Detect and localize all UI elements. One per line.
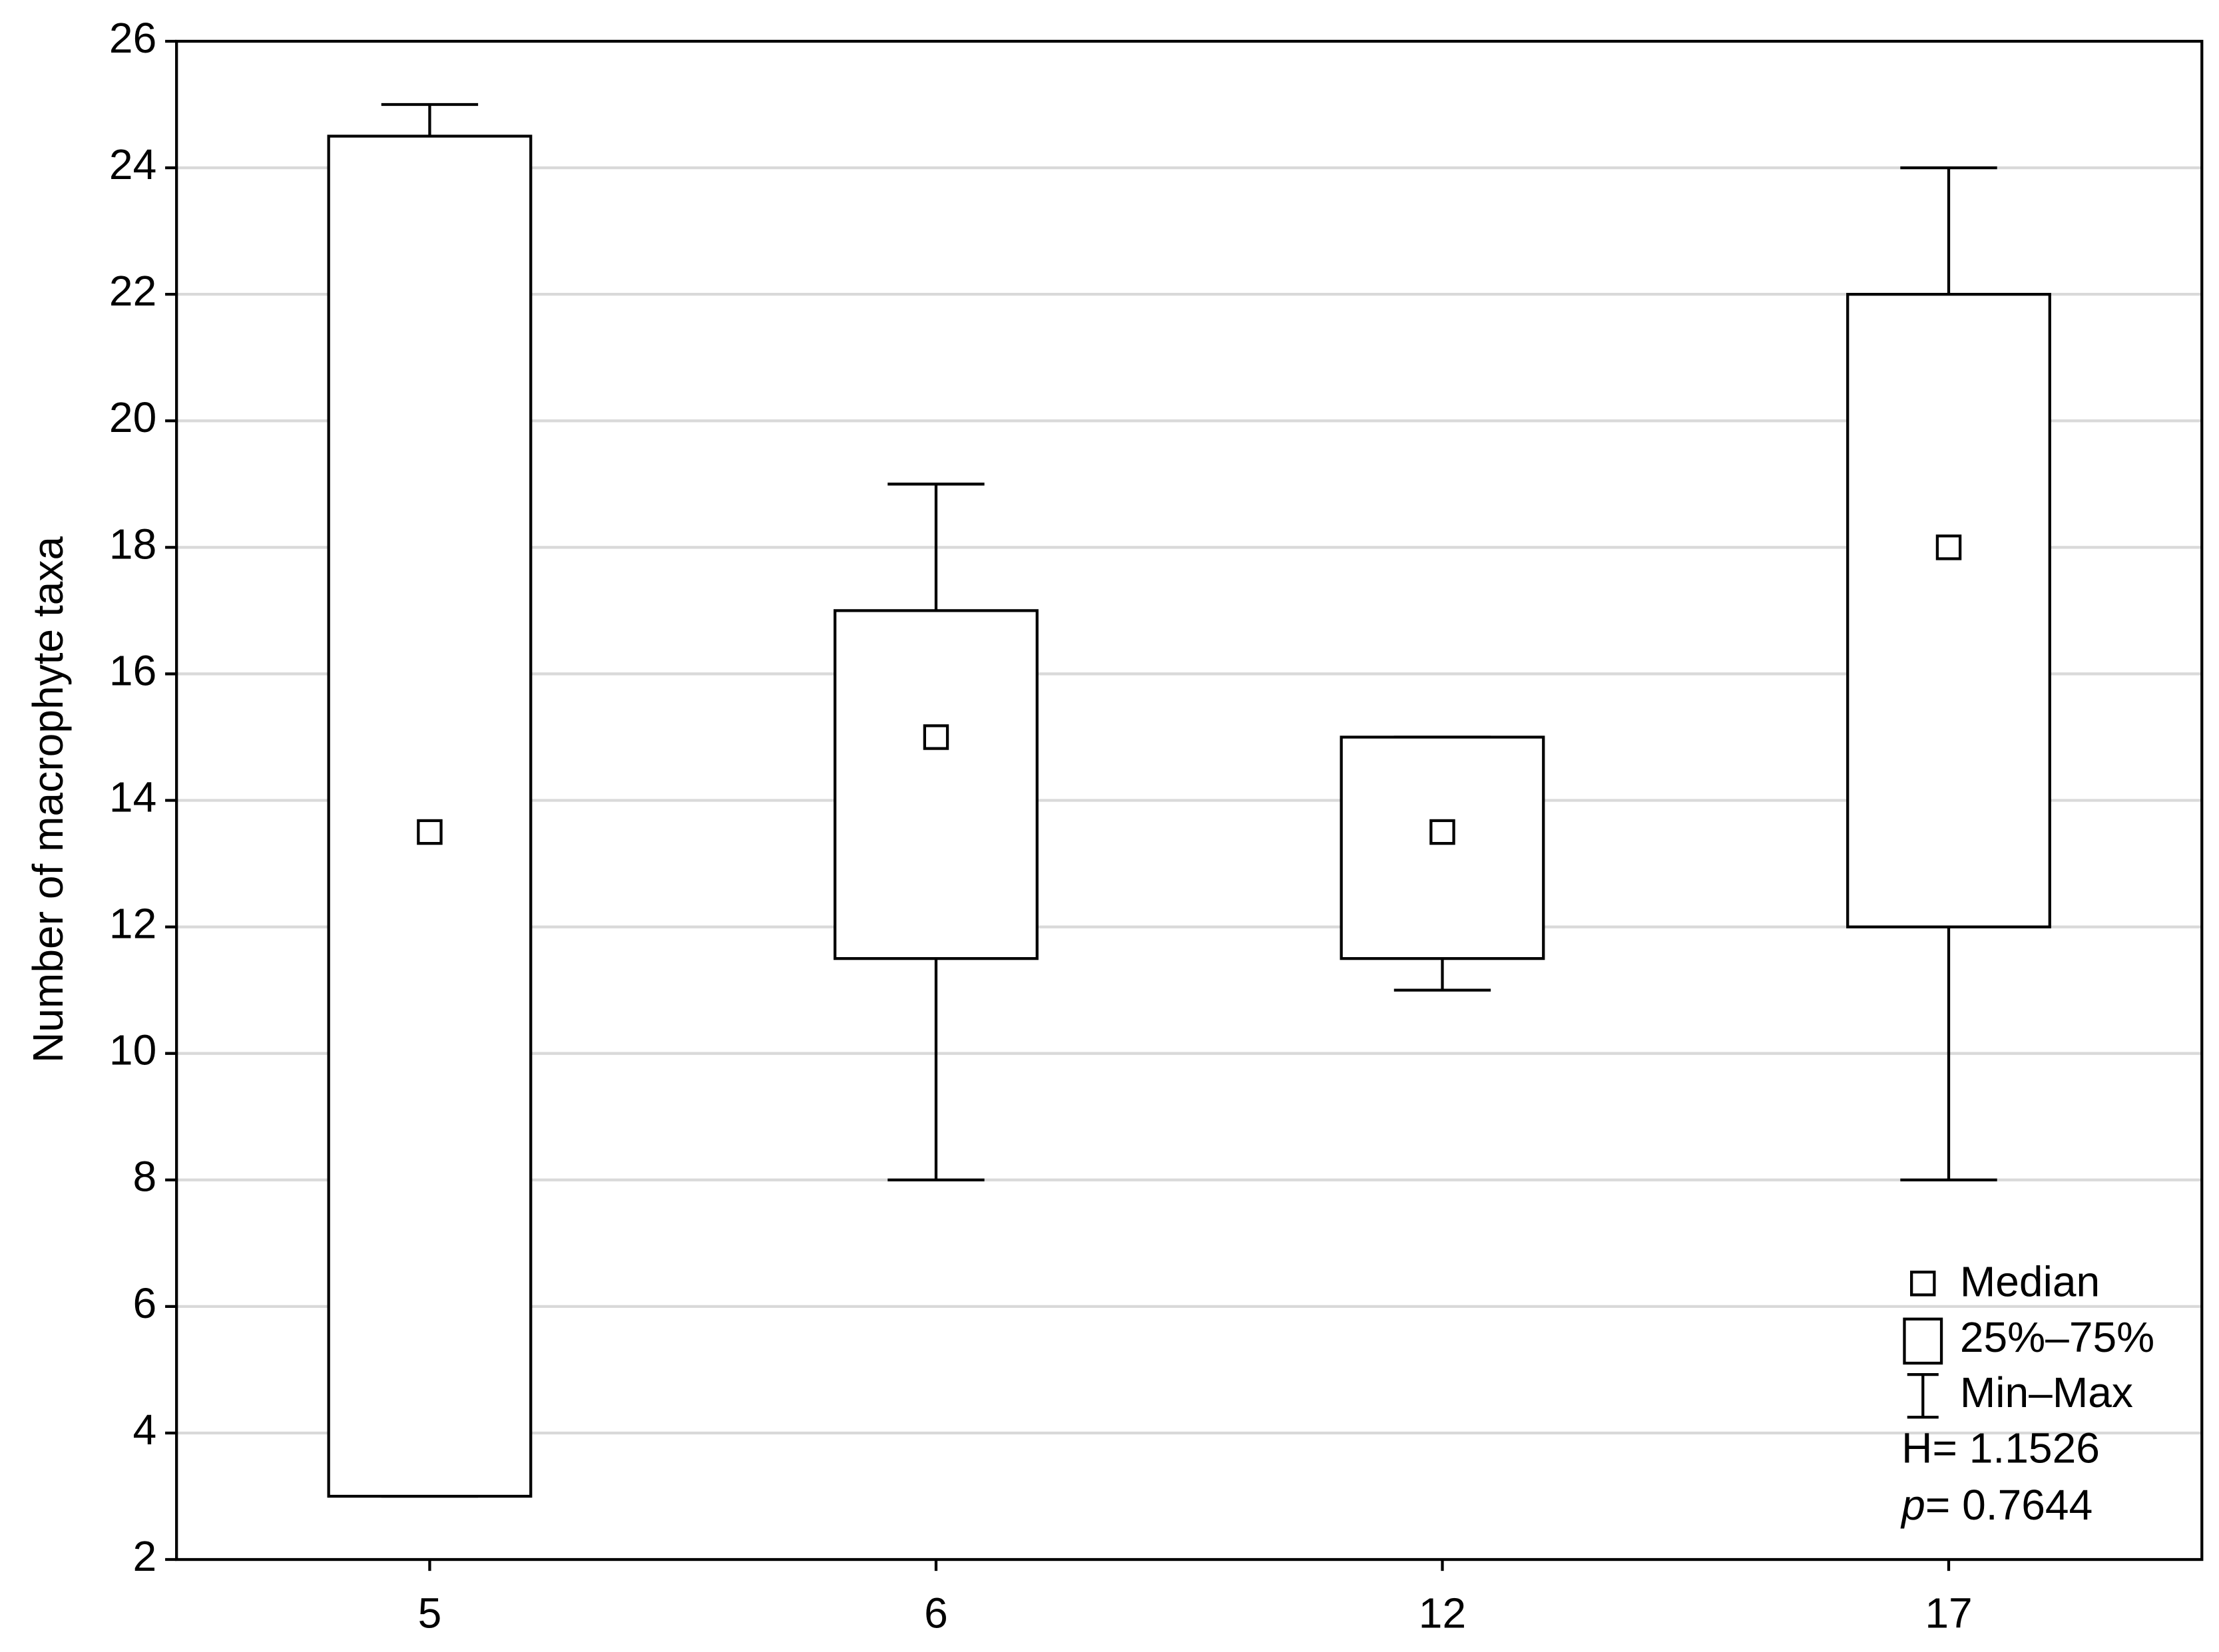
median-marker [923, 724, 949, 750]
y-tick-label: 4 [133, 1406, 157, 1454]
stat-p: p= 0.7644 [1900, 1481, 2093, 1529]
median-marker [417, 819, 443, 845]
plot-frame [175, 39, 2204, 1561]
y-tick-label: 6 [133, 1279, 157, 1327]
legend-box-icon [1903, 1317, 1943, 1365]
box [834, 609, 1039, 960]
legend: Median 25%–75% Min–Max H= 1.1526 p= 0.76… [1900, 1257, 2154, 1529]
y-tick-label: 20 [109, 393, 156, 441]
stat-p-value: = 0.7644 [1925, 1481, 2093, 1529]
y-tick-label: 2 [133, 1532, 157, 1580]
y-tick-label: 24 [109, 140, 156, 188]
box [1340, 735, 1545, 960]
y-tick-label: 8 [133, 1153, 157, 1201]
y-axis-label: Number of macrophyte taxa [24, 536, 72, 1064]
legend-median-icon [1910, 1271, 1936, 1297]
y-tick-label: 26 [109, 14, 156, 62]
box [327, 134, 533, 1498]
y-tick-label: 18 [109, 520, 156, 568]
x-tick-label: 6 [924, 1589, 948, 1637]
legend-label: Median [1960, 1257, 2100, 1305]
box [1846, 293, 2051, 929]
stat-h: H= 1.1526 [1901, 1424, 2100, 1472]
x-tick-label: 12 [1419, 1589, 1466, 1637]
y-tick-label: 16 [109, 646, 156, 694]
x-tick-label: 5 [418, 1589, 442, 1637]
legend-label: 25%–75% [1960, 1313, 2154, 1361]
stat-p-symbol: p [1900, 1481, 1925, 1529]
y-tick-label: 22 [109, 267, 156, 315]
x-tick-label: 17 [1925, 1589, 1972, 1637]
legend-label: Min–Max [1960, 1368, 2133, 1416]
y-tick-label: 10 [109, 1026, 156, 1074]
median-marker [1429, 819, 1455, 845]
y-tick-label: 12 [109, 900, 156, 948]
y-tick-label: 14 [109, 773, 156, 821]
median-marker [1935, 534, 1962, 560]
